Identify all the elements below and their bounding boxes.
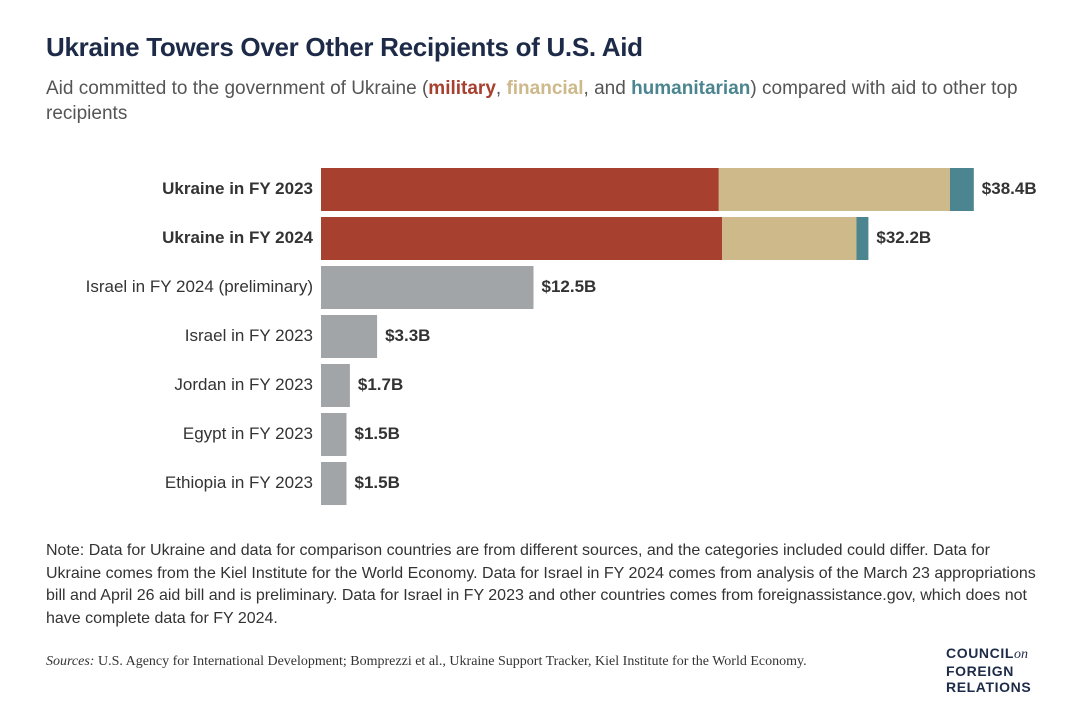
logo: COUNCILon FOREIGN RELATIONS <box>946 645 1031 695</box>
sources: Sources: U.S. Agency for International D… <box>46 654 916 670</box>
subtitle-text: ) compared with aid to other top recipie… <box>46 78 1018 124</box>
note: Note: Data for Ukraine and data for comp… <box>46 542 1036 627</box>
bar <box>950 168 974 211</box>
chart-subtitle: Aid committed to the government of Ukrai… <box>46 76 1046 126</box>
logo-text: on <box>1013 647 1028 662</box>
value-label: $1.7B <box>358 375 403 394</box>
y-tick-label: Ukraine in FY 2023 <box>162 179 313 198</box>
bar <box>321 462 347 505</box>
value-label: $3.3B <box>385 326 430 345</box>
value-label: $1.5B <box>355 473 400 492</box>
logo-text: FOREIGN <box>946 663 1014 679</box>
y-tick-label: Ethiopia in FY 2023 <box>165 473 313 492</box>
subtitle-text: , and <box>583 78 632 99</box>
value-label: $1.5B <box>355 424 400 443</box>
bar <box>321 168 719 211</box>
logo-text: COUNCIL <box>946 645 1014 661</box>
value-label: $38.4B <box>982 179 1037 198</box>
y-tick-label: Israel in FY 2023 <box>185 326 313 345</box>
logo-text: RELATIONS <box>946 679 1032 695</box>
legend-entry: financial <box>506 78 584 99</box>
bar <box>856 217 869 260</box>
bar <box>321 266 534 309</box>
bar <box>718 168 950 211</box>
bar <box>321 364 350 407</box>
bar <box>321 217 723 260</box>
sources-label: Sources: <box>46 654 95 669</box>
value-label: $12.5B <box>542 277 597 296</box>
bar <box>321 315 378 358</box>
y-tick-label: Israel in FY 2024 (preliminary) <box>86 277 313 296</box>
subtitle-text: Aid committed to the government of Ukrai… <box>46 78 429 99</box>
legend-entry: humanitarian <box>631 78 751 99</box>
bar <box>321 413 347 456</box>
y-tick-label: Egypt in FY 2023 <box>183 424 313 443</box>
y-tick-label: Ukraine in FY 2024 <box>162 228 313 247</box>
chart-title: Ukraine Towers Over Other Recipients of … <box>46 32 643 62</box>
legend-entry: military <box>428 78 496 99</box>
y-tick-label: Jordan in FY 2023 <box>174 375 313 394</box>
chart: Ukraine in FY 2023 $38.4B Ukraine in FY 20… <box>86 168 1037 505</box>
value-label: $32.2B <box>876 228 931 247</box>
sources-text: U.S. Agency for International Developmen… <box>97 654 807 669</box>
subtitle-text: , <box>495 78 507 99</box>
bar <box>722 217 857 260</box>
